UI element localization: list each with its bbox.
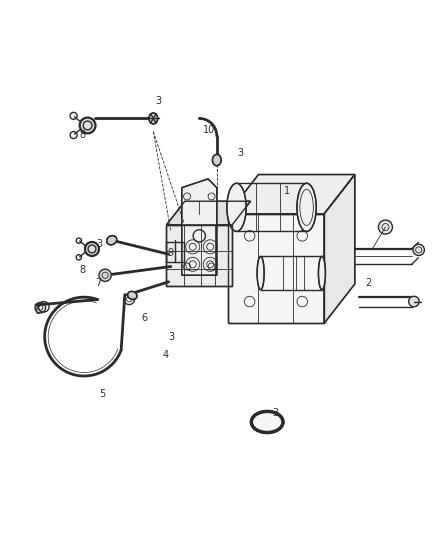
Text: 3: 3 xyxy=(237,148,243,158)
Polygon shape xyxy=(166,225,232,286)
Polygon shape xyxy=(166,201,251,225)
Polygon shape xyxy=(182,179,217,275)
Text: 9: 9 xyxy=(167,248,173,259)
Text: 10: 10 xyxy=(203,125,215,135)
Ellipse shape xyxy=(127,292,137,300)
Circle shape xyxy=(85,242,99,256)
Text: 3: 3 xyxy=(155,96,162,106)
Ellipse shape xyxy=(257,256,264,290)
Text: 6: 6 xyxy=(141,313,148,323)
Ellipse shape xyxy=(149,113,158,124)
Text: 5: 5 xyxy=(99,390,106,399)
Text: 8: 8 xyxy=(79,265,85,275)
Circle shape xyxy=(409,296,419,307)
Ellipse shape xyxy=(212,155,221,166)
Polygon shape xyxy=(324,174,355,324)
Ellipse shape xyxy=(106,236,117,245)
Text: 8: 8 xyxy=(79,130,85,140)
Text: 6: 6 xyxy=(34,306,40,316)
Ellipse shape xyxy=(256,415,279,429)
Circle shape xyxy=(413,244,424,255)
Ellipse shape xyxy=(251,411,283,432)
Text: 3: 3 xyxy=(272,408,278,418)
Ellipse shape xyxy=(227,183,246,231)
Polygon shape xyxy=(228,214,324,324)
Circle shape xyxy=(99,269,111,281)
Text: 4: 4 xyxy=(162,350,169,360)
Polygon shape xyxy=(228,174,355,214)
Ellipse shape xyxy=(297,183,316,231)
Text: 1: 1 xyxy=(284,186,290,196)
Ellipse shape xyxy=(318,256,325,290)
Circle shape xyxy=(80,118,95,133)
Circle shape xyxy=(378,220,392,234)
Text: 3: 3 xyxy=(97,239,103,249)
Text: 3: 3 xyxy=(169,332,175,342)
Text: 7: 7 xyxy=(95,278,102,288)
Text: 2: 2 xyxy=(365,278,371,288)
